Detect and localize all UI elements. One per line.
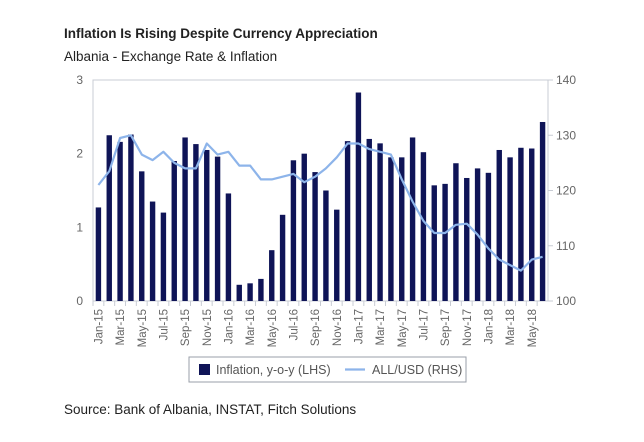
- chart-source: Source: Bank of Albania, INSTAT, Fitch S…: [64, 402, 357, 417]
- bar-Apr-17: [388, 157, 394, 301]
- x-tick-label: Nov-15: [202, 309, 214, 346]
- bar-Sep-17: [442, 183, 448, 301]
- bar-Jan-17: [355, 92, 362, 301]
- x-tick-label: Mar-15: [115, 309, 127, 345]
- x-tick-label: Nov-17: [462, 309, 474, 346]
- bar-Sep-16: [312, 172, 318, 301]
- x-tick-label: Jan-18: [483, 309, 495, 344]
- x-tick-label: Sep-15: [180, 309, 192, 346]
- bar-Nov-15: [204, 149, 210, 301]
- bar-May-18: [529, 148, 535, 301]
- bar-Mar-16: [247, 283, 253, 301]
- x-tick-label: May-18: [527, 309, 539, 347]
- bar-May-17: [399, 157, 405, 301]
- chart-title: Inflation Is Rising Despite Currency App…: [64, 26, 378, 41]
- bar-Jun-16: [279, 214, 286, 301]
- left-tick-label: 0: [76, 294, 83, 308]
- x-tick-label: Jul-17: [418, 309, 430, 340]
- x-tick-label: Jan-17: [353, 309, 365, 344]
- x-tick-label: Nov-16: [332, 309, 344, 346]
- bar-Oct-15: [193, 144, 199, 301]
- right-tick-label: 140: [556, 73, 576, 87]
- bar-Jul-15: [160, 212, 167, 301]
- right-tick-label: 130: [556, 128, 576, 142]
- chart-subtitle: Albania - Exchange Rate & Inflation: [64, 49, 278, 64]
- bar-Feb-15: [106, 135, 112, 301]
- bar-Apr-16: [258, 278, 264, 301]
- x-tick-label: Jul-16: [288, 309, 300, 340]
- x-tick-label: Jan-15: [93, 309, 105, 344]
- x-tick-label: Jan-16: [223, 309, 235, 344]
- x-tick-label: Sep-17: [440, 309, 452, 346]
- x-tick-label: Jul-15: [158, 309, 170, 340]
- bar-Apr-15: [128, 134, 134, 301]
- bar-Feb-18: [496, 149, 502, 301]
- bar-Jun-17: [409, 137, 416, 301]
- bar-Jun-18: [539, 121, 546, 302]
- bar-Feb-17: [366, 138, 372, 301]
- x-tick-label: Mar-16: [245, 309, 257, 345]
- bar-Aug-17: [431, 185, 437, 301]
- right-tick-label: 120: [556, 184, 576, 198]
- x-tick-label: May-15: [137, 309, 149, 347]
- bar-Mar-15: [117, 141, 123, 301]
- legend-line-label: ALL/USD (RHS): [372, 363, 462, 377]
- bar-Nov-17: [464, 177, 470, 301]
- bar-Aug-15: [171, 161, 177, 301]
- bar-Oct-16: [323, 190, 329, 301]
- x-tick-label: May-17: [397, 309, 409, 347]
- left-tick-label: 1: [76, 220, 83, 234]
- bar-Aug-16: [301, 153, 307, 301]
- x-tick-label: Mar-18: [505, 309, 517, 345]
- x-tick-label: May-16: [267, 309, 279, 347]
- x-tick-label: Sep-16: [310, 309, 322, 346]
- left-tick-label: 3: [76, 73, 83, 87]
- bar-Jan-18: [485, 172, 492, 301]
- bar-Oct-17: [453, 163, 459, 301]
- exchange-rate-line: [97, 134, 543, 272]
- legend-bar-label: Inflation, y-o-y (LHS): [216, 363, 331, 377]
- bar-Sep-15: [182, 137, 188, 301]
- bar-Dec-15: [214, 156, 221, 301]
- legend-bar-swatch: [199, 364, 210, 375]
- bar-May-15: [139, 171, 145, 301]
- bar-Jan-16: [225, 193, 232, 301]
- bar-Jul-17: [420, 152, 427, 301]
- legend-box: [188, 356, 467, 383]
- x-tick-label: Mar-17: [375, 309, 387, 345]
- bar-Jan-15: [95, 207, 102, 301]
- bar-Feb-16: [236, 284, 242, 301]
- right-tick-label: 100: [556, 294, 576, 308]
- bar-Dec-16: [344, 141, 351, 301]
- bar-May-16: [269, 250, 275, 301]
- bar-Apr-18: [518, 147, 524, 301]
- bar-Jun-15: [149, 201, 156, 301]
- bar-Mar-18: [507, 157, 513, 301]
- bar-Jul-16: [290, 160, 297, 301]
- bar-Nov-16: [334, 209, 340, 301]
- right-tick-label: 110: [556, 239, 575, 253]
- bar-Mar-17: [377, 143, 383, 301]
- left-tick-label: 2: [76, 147, 83, 161]
